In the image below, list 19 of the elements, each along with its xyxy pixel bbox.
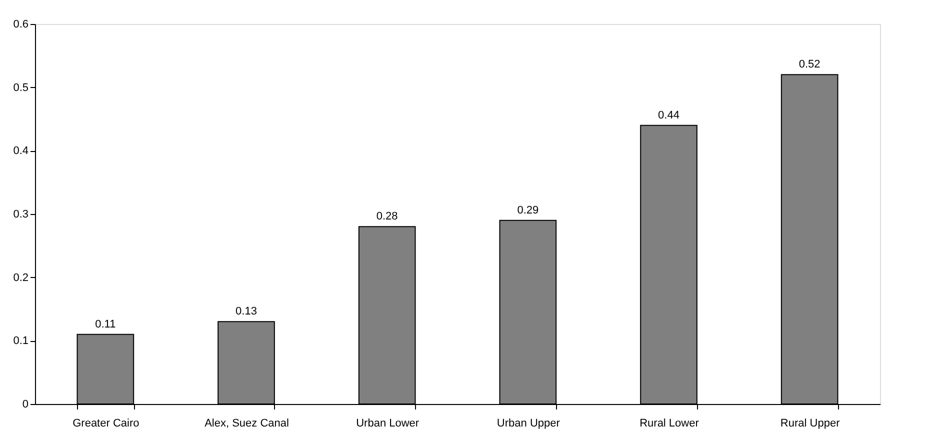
x-tick-label: Greater Cairo bbox=[72, 418, 140, 430]
y-tick-label: 0 bbox=[22, 398, 28, 410]
x-tick-label: Rural Upper bbox=[780, 418, 840, 430]
x-tick-label: Urban Lower bbox=[356, 418, 420, 430]
x-tick-label: Rural Lower bbox=[640, 418, 700, 430]
y-tick-label: 0.1 bbox=[13, 335, 28, 348]
data-label: 0.52 bbox=[798, 58, 820, 71]
data-label: 0.29 bbox=[517, 204, 539, 216]
y-tick-label: 0.4 bbox=[13, 145, 28, 158]
data-label: 0.11 bbox=[95, 318, 116, 330]
x-tick-label: Urban Upper bbox=[496, 418, 560, 430]
data-label: 0.13 bbox=[236, 306, 257, 318]
data-label: 0.44 bbox=[658, 109, 680, 122]
data-label: 0.28 bbox=[376, 210, 398, 223]
y-tick-label: 0.6 bbox=[13, 18, 28, 30]
y-tick-label: 0.2 bbox=[13, 272, 28, 284]
x-tick-label: Alex, Suez Canal bbox=[204, 418, 289, 430]
y-tick-label: 0.5 bbox=[13, 82, 28, 94]
y-tick-label: 0.3 bbox=[13, 208, 28, 220]
